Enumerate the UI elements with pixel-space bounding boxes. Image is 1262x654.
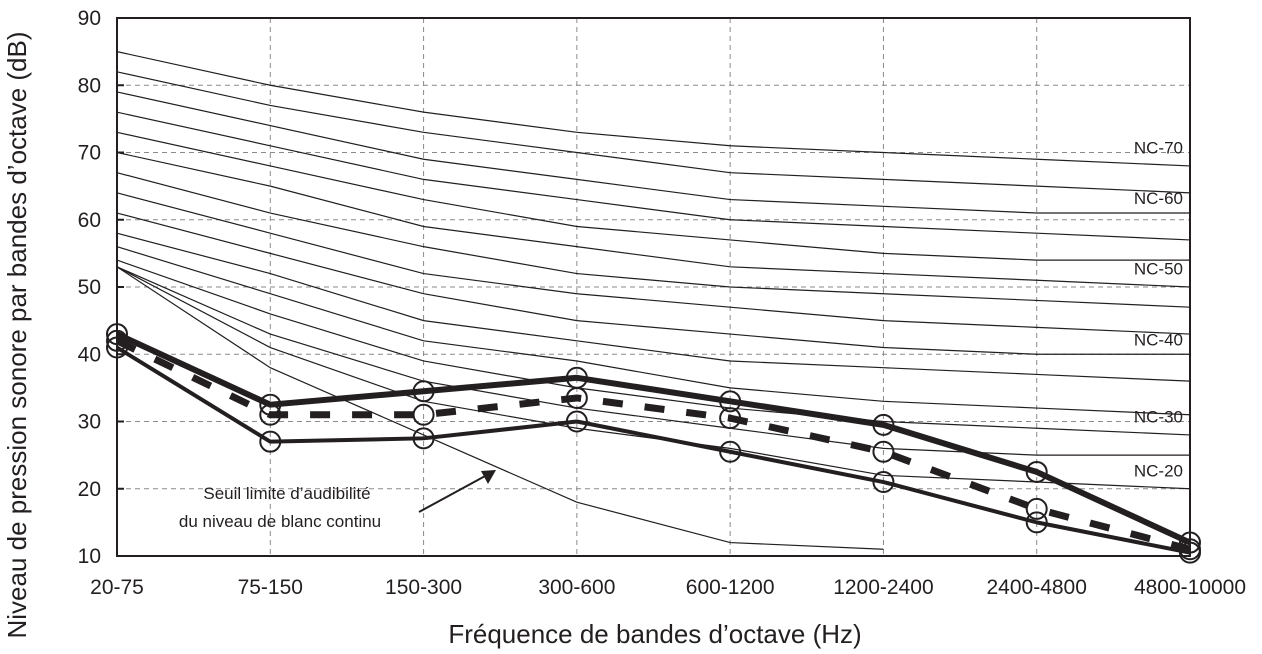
annotation-arrowhead — [481, 470, 496, 484]
measured-series — [115, 331, 1192, 555]
series-line-1 — [115, 331, 1192, 546]
data-marker — [259, 393, 282, 416]
x-tick-labels: 20-75 75-150 150-300 300-600 600-1200 1200-24… — [90, 576, 1246, 599]
nc-curve-line — [116, 192, 1191, 335]
annotation-line-1: Seuil limite d’audibilité — [203, 484, 370, 503]
x-axis-title: Fréquence de bandes d’octave (Hz) — [448, 619, 861, 649]
nc-curve-label: NC-50 — [1134, 260, 1183, 279]
x-tick-label: 600-1200 — [686, 576, 775, 599]
y-tick-labels: 10 20 30 40 50 60 70 80 90 — [78, 7, 124, 568]
data-marker — [412, 427, 435, 450]
annotation-arrow — [418, 474, 488, 513]
nc-curve-label: NC-40 — [1134, 330, 1183, 349]
nc-curve-label: NC-60 — [1134, 189, 1183, 208]
x-tick-label: 300-600 — [538, 576, 615, 599]
data-marker — [565, 386, 588, 409]
threshold-annotation: Seuil limite d’audibilité du niveau de b… — [179, 470, 496, 531]
nc-curve-line — [116, 151, 1191, 288]
data-marker — [719, 407, 742, 430]
data-marker — [872, 471, 895, 494]
x-tick-label: 75-150 — [238, 576, 303, 599]
annotation-line-2: du niveau de blanc continu — [179, 512, 381, 531]
y-tick-label: 20 — [78, 478, 101, 501]
data-marker — [1025, 511, 1048, 534]
nc-curve-label: NC-70 — [1134, 139, 1183, 158]
data-marker — [872, 413, 895, 436]
y-axis-title: Niveau de pression sonore par bandes d’o… — [2, 31, 32, 638]
nc-curve-line — [116, 232, 1191, 382]
nc-curve-line — [116, 266, 1190, 456]
nc-curve-line — [116, 246, 1191, 416]
data-marker — [719, 390, 742, 413]
y-tick-label: 40 — [78, 343, 101, 366]
data-marker — [412, 403, 435, 426]
y-tick-label: 30 — [78, 411, 101, 434]
nc-curve-line — [116, 259, 1191, 436]
y-tick-label: 60 — [78, 209, 101, 232]
nc-curves — [116, 51, 1191, 490]
nc-curve-line — [116, 51, 1191, 167]
nc-curve-line — [116, 91, 1190, 214]
threshold-curve — [116, 266, 884, 550]
nc-curve-line — [116, 111, 1191, 241]
series-line-3 — [115, 345, 1191, 555]
nc-curve-line — [116, 172, 1191, 308]
y-tick-label: 10 — [78, 545, 101, 568]
x-tick-label: 2400-4800 — [986, 576, 1086, 599]
grid-lines — [117, 18, 1190, 556]
nc-curve-label: NC-20 — [1134, 461, 1183, 480]
x-tick-label: 1200-2400 — [833, 576, 933, 599]
series-line-2 — [115, 337, 1191, 553]
y-tick-label: 70 — [78, 142, 101, 165]
data-marker — [1025, 497, 1048, 520]
data-marker — [259, 430, 282, 453]
nc-curve-label: NC-30 — [1134, 408, 1183, 427]
data-marker — [872, 440, 895, 463]
threshold-line — [116, 266, 884, 550]
y-tick-label: 50 — [78, 276, 101, 299]
x-tick-label: 150-300 — [385, 576, 462, 599]
data-marker — [565, 410, 588, 433]
data-marker — [412, 380, 435, 403]
y-tick-label: 90 — [78, 7, 101, 30]
data-marker — [719, 440, 742, 463]
y-tick-label: 80 — [78, 74, 101, 97]
x-tick-label: 20-75 — [90, 576, 144, 599]
nc-curve-line — [116, 71, 1191, 194]
nc-curve-line — [116, 131, 1190, 261]
nc-curve-labels: NC-70 NC-60 NC-50 NC-40 NC-30 NC-20 — [1134, 139, 1183, 481]
x-tick-label: 4800-10000 — [1134, 576, 1246, 599]
data-marker — [1025, 460, 1048, 483]
nc-curve-line — [116, 212, 1190, 355]
data-marker — [259, 403, 282, 426]
